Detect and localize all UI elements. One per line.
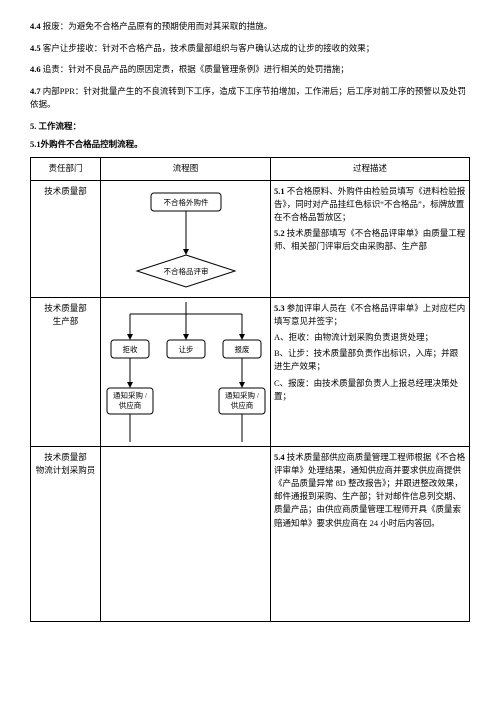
col-header-desc: 过程描述 [271, 158, 470, 181]
section-5-heading: 5. 工作流程： [30, 120, 470, 134]
desc-paragraph: 5.4 技术质量部供应商质量管理工程师根据《不合格评审单》处理结果，通知供应商并… [274, 451, 466, 530]
svg-text:报废: 报废 [234, 344, 249, 354]
svg-text:通知采购 /: 通知采购 / [225, 390, 260, 400]
definition-item: 4.6 追责：针对不良品产品的原因定责，根据《质量管理条例》进行相关的处罚措施； [30, 63, 470, 77]
svg-text:让步: 让步 [178, 344, 193, 354]
svg-text:拒收: 拒收 [122, 344, 137, 354]
col-header-flow: 流程图 [101, 158, 271, 181]
svg-text:供应商: 供应商 [230, 400, 253, 410]
desc-cell-3: 5.4 技术质量部供应商质量管理工程师根据《不合格评审单》处理结果，通知供应商并… [271, 446, 470, 621]
flow-cell-2: 拒收 让步 报废 通知采购 /供应商 通知采购 /供应商 [101, 297, 271, 446]
dept-cell-3: 技术质量部物流计划采购员 [31, 446, 101, 621]
flow-cell-3 [101, 446, 271, 621]
process-table: 责任部门 流程图 过程描述 技术质量部 不合格外购件 不合格品评审 [30, 157, 470, 622]
definition-item: 4.5 客户让步接收：针对不合格产品，技术质量部组织与客户确认达成的让步的接收的… [30, 42, 470, 56]
svg-text:不合格外购件: 不合格外购件 [163, 197, 208, 207]
dept-cell-2: 技术质量部生产部 [31, 297, 101, 446]
section-5-1-heading: 5.1外购件不合格品控制流程。 [30, 138, 470, 152]
desc-paragraph: 5.2 技术质量部填写《不合格品评审单》由质量工程师、相关部门评审后交由采购部、… [274, 227, 466, 253]
flowchart-part-2: 拒收 让步 报废 通知采购 /供应商 通知采购 /供应商 [105, 302, 267, 442]
desc-paragraph: C、报废：由技术质量部负责人上报总经理决策处置； [274, 377, 466, 403]
svg-text:不合格品评审: 不合格品评审 [163, 266, 208, 276]
flowchart-part-1: 不合格外购件 不合格品评审 [105, 185, 267, 293]
dept-cell-1: 技术质量部 [31, 180, 101, 297]
definition-item: 4.7 内部PPR：针对批量产生的不良流转到下工序，造成下工序节拍增加，工作滞后… [30, 85, 470, 112]
desc-cell-1: 5.1 不合格原料、外购件由检验员填写《进料检验报告》，同时对产品挂红色标识“不… [271, 180, 470, 297]
definition-item: 4.4 报废：为避免不合格产品原有的预期使用而对其采取的措施。 [30, 20, 470, 34]
desc-cell-2: 5.3 参加评审人员在《不合格品评审单》上对应栏内填写意见并签字； A、拒收：由物… [271, 297, 470, 446]
desc-paragraph: A、拒收：由物流计划采购负责退货处理； [274, 331, 466, 344]
desc-paragraph: 5.1 不合格原料、外购件由检验员填写《进料检验报告》，同时对产品挂红色标识“不… [274, 185, 466, 225]
svg-text:供应商: 供应商 [118, 400, 141, 410]
desc-paragraph: B、让步：技术质量部负责作出标识，入库；并跟进生产效果； [274, 347, 466, 373]
flow-cell-1: 不合格外购件 不合格品评审 [101, 180, 271, 297]
col-header-dept: 责任部门 [31, 158, 101, 181]
svg-text:通知采购 /: 通知采购 / [113, 390, 148, 400]
desc-paragraph: 5.3 参加评审人员在《不合格品评审单》上对应栏内填写意见并签字； [274, 302, 466, 328]
